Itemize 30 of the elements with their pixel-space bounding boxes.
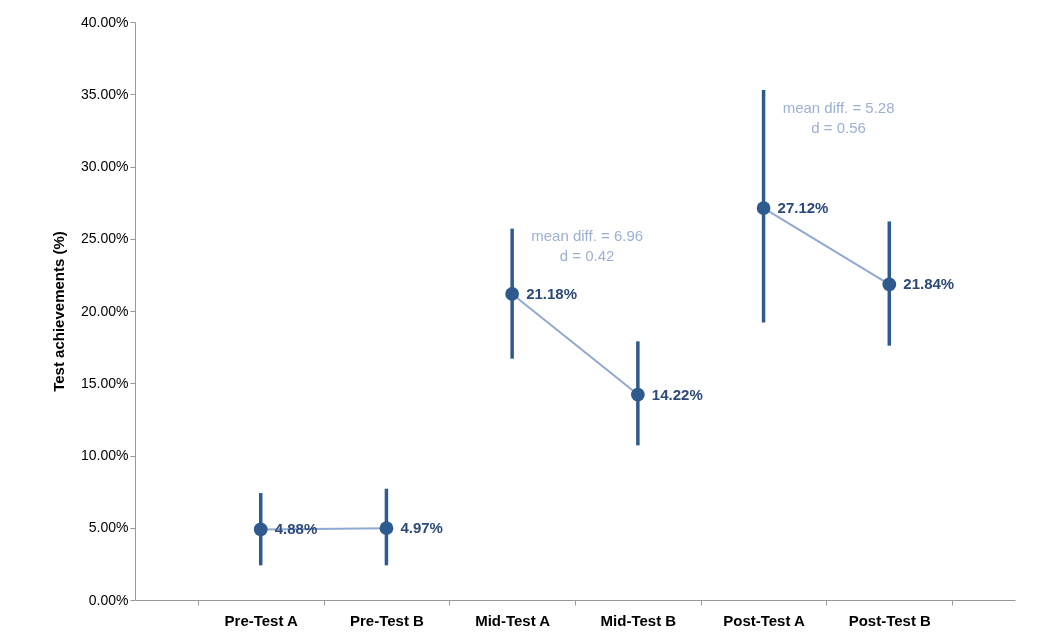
x-tick-label: Pre-Test B	[349, 611, 425, 629]
y-tick-label: 0.00%	[88, 591, 129, 608]
y-axis-title: Test achievements (%)	[50, 231, 68, 392]
y-tick-label: 10.00%	[81, 447, 129, 463]
point	[630, 387, 645, 402]
x-tick-label: Post-Test B	[848, 611, 932, 629]
y-tick-label: 5.00%	[88, 519, 129, 536]
data-label: 27.12%	[777, 199, 829, 217]
point	[379, 521, 394, 536]
x-tick-label: Mid-Test A	[475, 611, 551, 629]
data-label: 4.97%	[400, 519, 443, 537]
y-tick-label: 30.00%	[81, 158, 129, 174]
x-tick-label: Pre-Test A	[224, 611, 299, 629]
data-label: 21.84%	[903, 275, 955, 293]
x-tick-label: Post-Test A	[723, 611, 806, 629]
data-label: 14.22%	[651, 385, 703, 403]
y-tick-label: 20.00%	[81, 302, 129, 319]
data-label: 21.18%	[526, 284, 578, 302]
y-tick-label: 40.00%	[81, 13, 129, 30]
point	[882, 277, 897, 292]
point	[505, 287, 520, 301]
point	[756, 201, 771, 215]
y-tick-label: 35.00%	[81, 85, 129, 102]
annotation: mean diff. = 6.96 d = 0.42	[531, 226, 644, 264]
data-label: 4.88%	[274, 520, 318, 538]
y-tick-label: 15.00%	[81, 374, 129, 391]
point	[253, 522, 268, 537]
x-tick-label: Mid-Test B	[600, 611, 677, 629]
y-tick-label: 25.00%	[81, 230, 129, 247]
annotation: mean diff. = 5.28 d = 0.56	[782, 99, 895, 137]
